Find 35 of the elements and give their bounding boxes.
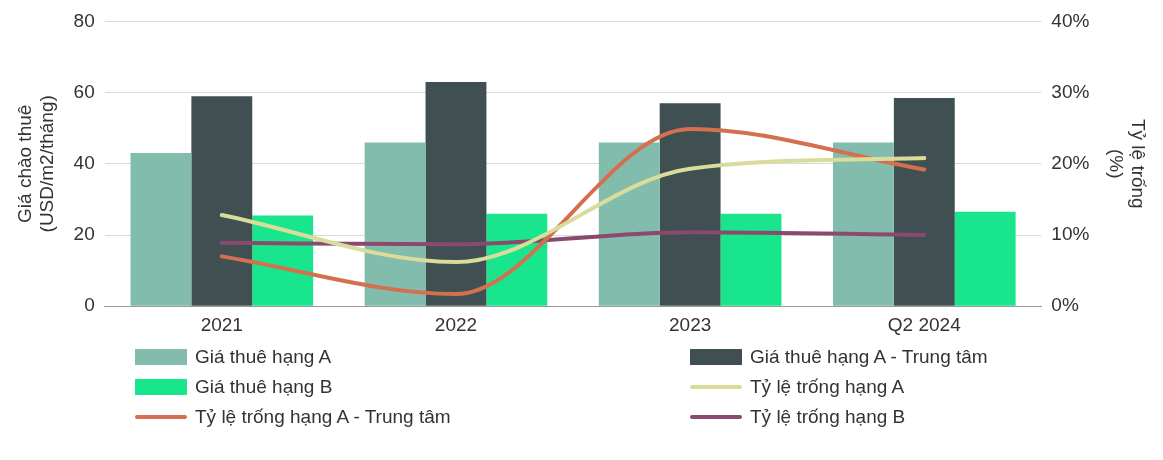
y-tick-label: 0 (84, 294, 95, 316)
bar (832, 142, 894, 306)
x-tick-label: 2021 (200, 313, 243, 335)
y-tick-label: 20 (73, 223, 95, 245)
bar (893, 97, 955, 306)
y2-tick-label: 30% (1051, 80, 1090, 102)
x-tick-label: 2022 (434, 313, 478, 335)
legend-label: Giá thuê hạng B (195, 376, 333, 398)
y2-tick-label: 40% (1051, 9, 1090, 31)
bar (598, 142, 660, 306)
legend-label: Giá thuê hạng A (195, 346, 332, 368)
y2-axis-title: Tỷ lệ trống (%) (1105, 118, 1150, 209)
bar (191, 96, 253, 306)
legend-label: Tỷ lệ trống hạng A - Trung tâm (195, 406, 451, 428)
y2-tick-label: 10% (1051, 223, 1090, 245)
x-tick-label: Q2 2024 (887, 313, 962, 335)
bar (130, 153, 192, 306)
legend-label: Tỷ lệ trống hạng B (750, 406, 906, 428)
y-axis-title: Giá chào thuê (USD/m2/tháng) (13, 95, 58, 233)
line-series (219, 230, 927, 247)
x-tick-label: 2023 (668, 313, 712, 335)
line-series (219, 156, 927, 265)
legend-label: Tỷ lệ trống hạng A (750, 376, 905, 398)
y-tick-label: 40 (73, 152, 95, 174)
y-tick-label: 80 (73, 9, 95, 31)
bar (364, 142, 426, 306)
y-tick-label: 60 (73, 80, 95, 102)
legend-label: Giá thuê hạng A - Trung tâm (750, 346, 988, 368)
y2-tick-label: 20% (1051, 152, 1090, 174)
bar (425, 81, 487, 306)
bar (720, 213, 782, 306)
bar (954, 211, 1016, 306)
y2-tick-label: 0% (1051, 294, 1079, 316)
bar (659, 103, 721, 306)
line-series (219, 126, 927, 297)
